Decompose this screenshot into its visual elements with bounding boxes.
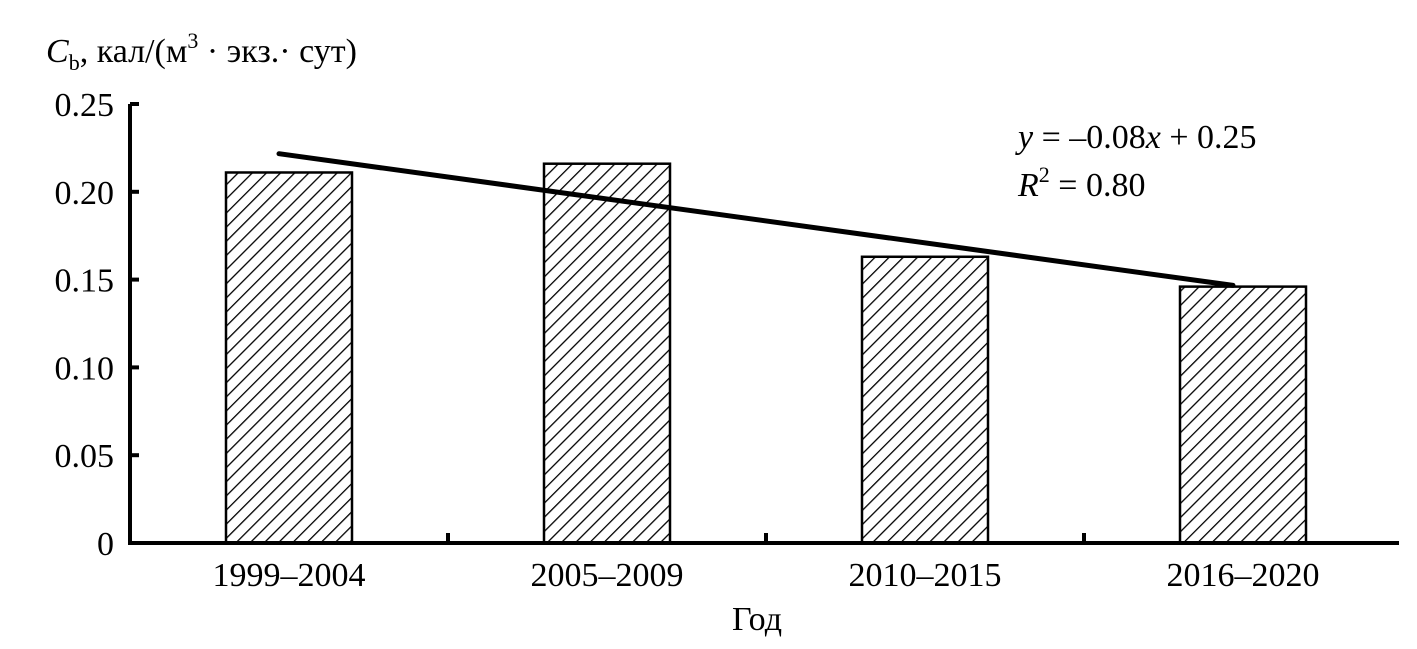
y-axis-ticks: 0 0.05 0.10 0.15 0.20 0.25 (55, 87, 139, 563)
x-axis-label: Год (732, 601, 782, 638)
y-tick-label: 0.20 (55, 175, 115, 212)
x-tick-label: 2010–2015 (849, 557, 1002, 594)
y-axis-label: Cb, кал/(м3 · экз.· сут) (46, 28, 357, 75)
trendline-equation: y = –0.08x + 0.25 (1015, 119, 1257, 156)
x-tick-label: 1999–2004 (213, 557, 366, 594)
bar (860, 255, 990, 545)
trendline (276, 151, 1236, 288)
y-tick-label: 0.10 (55, 350, 115, 387)
x-tick-label: 2016–2020 (1167, 557, 1320, 594)
bar (542, 162, 672, 545)
y-tick-label: 0.25 (55, 87, 115, 124)
x-axis-ticks: 1999–2004 2005–2009 2010–2015 2016–2020 (213, 533, 1320, 594)
y-tick-label: 0.05 (55, 438, 115, 475)
bar (224, 171, 354, 545)
bars (224, 162, 1308, 545)
bar (1178, 285, 1308, 545)
x-tick-label: 2005–2009 (531, 557, 684, 594)
trendline-r-squared: R2 = 0.80 (1017, 162, 1145, 204)
y-tick-label: 0.15 (55, 263, 115, 300)
y-tick-label: 0 (97, 526, 114, 563)
